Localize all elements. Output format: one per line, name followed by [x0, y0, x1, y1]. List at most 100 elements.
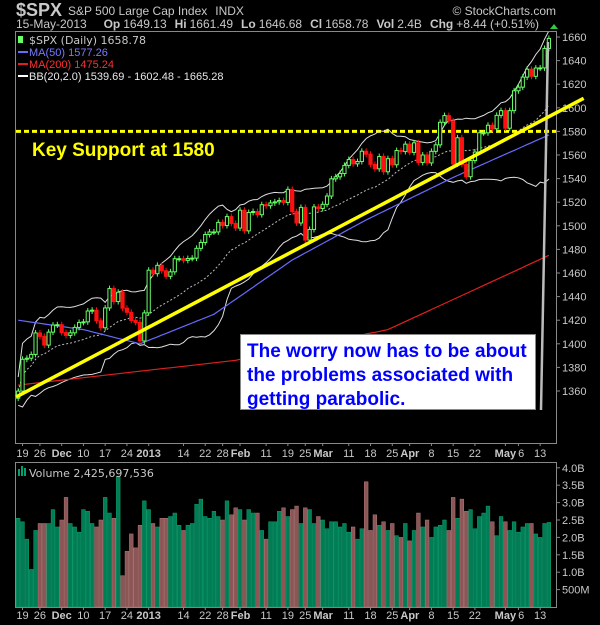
candle [538, 64, 543, 71]
candle [320, 201, 325, 212]
candle [303, 204, 308, 244]
candle-body [303, 206, 308, 241]
candle [29, 351, 34, 362]
candle-body [103, 307, 108, 329]
volume-bar [229, 514, 234, 608]
candle-body [177, 258, 182, 261]
candle-body [24, 357, 29, 360]
candle [224, 213, 230, 229]
y-tick-label: 1500 [562, 221, 586, 233]
candle [377, 153, 382, 172]
x-tick-label: 10 [77, 610, 89, 622]
volume-bar [259, 530, 264, 608]
candle-body [337, 173, 343, 178]
vol-label: Vol [376, 17, 394, 31]
volume-bar [364, 481, 369, 608]
candle [24, 355, 29, 363]
candle-body [72, 326, 77, 334]
candle [116, 289, 121, 305]
price-x-axis: 19 26 Dec 10 17 24 2013 14 22 28 Feb 11 19 25 Mar 11 18 2… [16, 443, 546, 460]
candle [298, 204, 304, 226]
volume-bar [159, 518, 164, 608]
candle-body [307, 228, 312, 241]
candle-body [525, 68, 530, 78]
volume-bar [464, 511, 469, 608]
volume-bar [129, 533, 134, 608]
candle-body [224, 216, 230, 227]
candle-body [120, 291, 125, 309]
candle [264, 201, 269, 209]
x-tick-label: 22 [469, 448, 481, 460]
candle [163, 267, 169, 280]
volume-bar [277, 511, 282, 608]
candle [390, 155, 395, 168]
ma50-line [18, 134, 550, 345]
candle-body [155, 264, 160, 275]
candle-body [76, 321, 82, 328]
y-tick-label: 1540 [562, 174, 586, 186]
volume-bar [142, 500, 147, 608]
volume-bar [407, 540, 412, 608]
candle [433, 141, 438, 155]
candle [394, 147, 399, 168]
candle-body [46, 331, 51, 346]
candle-body [216, 221, 221, 233]
candle-legend-icon [18, 36, 23, 43]
volume-bar [68, 523, 73, 608]
volume-bar [346, 531, 351, 608]
candle-body [294, 211, 299, 224]
candle [525, 66, 530, 81]
volume-bar [303, 507, 308, 608]
candle-body [520, 76, 525, 88]
candle-body [485, 124, 491, 134]
candle-body [542, 47, 547, 69]
x-tick-label: 11 [260, 448, 271, 460]
volume-bar [420, 526, 425, 608]
volume-bar [503, 521, 508, 608]
candle-body [355, 160, 360, 165]
x-tick-label: 2013 [136, 610, 160, 622]
volume-bar [63, 497, 69, 608]
volume-bar [90, 523, 95, 608]
candle [59, 321, 64, 336]
volume-bar [538, 537, 543, 608]
candle [277, 197, 282, 205]
hi-label: Hi [175, 17, 187, 31]
volume-bar [368, 530, 373, 608]
volume-bar [181, 530, 186, 608]
candle-body [481, 132, 486, 135]
volume-bar [194, 504, 199, 608]
volume-bar [103, 497, 108, 608]
candle-body [163, 270, 169, 277]
candle [124, 305, 130, 316]
volume-bar [377, 524, 382, 608]
candle [337, 170, 343, 180]
op-value: 1649.13 [123, 17, 167, 31]
volume-bar [107, 512, 112, 608]
candle-body [159, 264, 164, 272]
volume-bar [29, 569, 34, 608]
volume-bar [20, 521, 25, 608]
candle-body [359, 150, 364, 162]
candle-body [94, 309, 99, 322]
y-tick-label: 1.0B [562, 567, 585, 579]
volume-bar [85, 511, 90, 608]
candle [307, 226, 312, 244]
candle [111, 285, 116, 305]
candle-body [538, 67, 543, 70]
chg-value: +8.44 (+0.51%) [456, 17, 539, 31]
candle-body [285, 188, 290, 203]
candle [159, 262, 164, 274]
candle [129, 309, 134, 324]
volume-bar [220, 519, 225, 608]
volume-bar [433, 526, 438, 608]
candle-body [181, 258, 186, 261]
volume-bar [16, 518, 21, 608]
volume-bar [116, 476, 121, 608]
volume-bar [98, 519, 103, 608]
volume-bar [255, 512, 260, 608]
candle-body [207, 231, 212, 236]
candle [133, 317, 138, 326]
candle-body [81, 321, 86, 324]
candle [98, 317, 103, 331]
